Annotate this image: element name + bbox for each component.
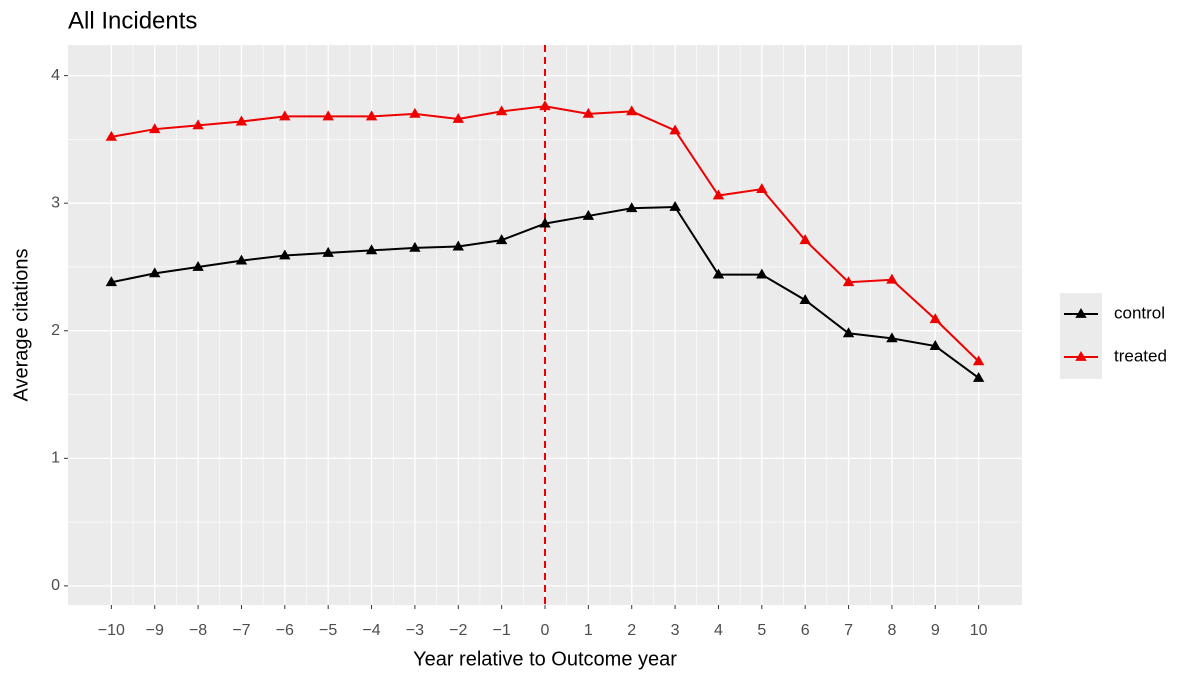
x-tick-label: −6 xyxy=(276,622,294,639)
x-tick-label: 0 xyxy=(541,622,550,639)
x-tick-label: −4 xyxy=(362,622,380,639)
y-tick-label: 4 xyxy=(51,67,60,84)
legend-marker xyxy=(1075,351,1087,361)
point xyxy=(972,355,985,366)
point xyxy=(235,115,248,126)
point xyxy=(452,240,464,251)
point xyxy=(669,201,681,211)
x-tick-label: −9 xyxy=(146,622,164,639)
x-tick-label: 10 xyxy=(970,622,988,639)
point xyxy=(972,371,985,382)
point xyxy=(669,124,681,135)
legend-marker xyxy=(1075,308,1087,318)
x-tick-label: 4 xyxy=(714,622,723,639)
chart-title: All Incidents xyxy=(68,7,197,34)
point xyxy=(539,100,551,111)
x-tick-label: −3 xyxy=(406,622,424,639)
x-tick-label: 3 xyxy=(671,622,680,639)
legend-label: treated xyxy=(1114,346,1167,365)
point xyxy=(149,267,161,278)
x-tick-label: −10 xyxy=(98,622,125,639)
point xyxy=(149,123,161,134)
point xyxy=(842,276,855,287)
point xyxy=(279,249,291,260)
point xyxy=(365,244,378,255)
x-tick-label: 7 xyxy=(844,622,853,639)
y-tick-label: 2 xyxy=(51,322,60,339)
legend-key-background xyxy=(1060,293,1102,379)
x-tick-label: 8 xyxy=(887,622,896,639)
x-tick-label: −2 xyxy=(449,622,467,639)
point xyxy=(235,254,248,265)
point xyxy=(756,268,768,279)
point xyxy=(842,327,855,338)
point xyxy=(582,209,595,220)
y-axis-title: Average citations xyxy=(10,248,32,401)
point xyxy=(105,276,118,287)
point xyxy=(799,234,811,245)
point xyxy=(929,313,941,324)
x-tick-label: 6 xyxy=(801,622,810,639)
x-tick-label: 9 xyxy=(931,622,940,639)
legend-label: control xyxy=(1114,303,1165,322)
point xyxy=(365,110,378,121)
x-tick-label: −8 xyxy=(189,622,207,639)
x-tick-label: −5 xyxy=(319,622,337,639)
point xyxy=(712,268,725,279)
point xyxy=(409,241,421,252)
point xyxy=(322,110,334,121)
x-tick-label: −1 xyxy=(493,622,511,639)
point xyxy=(539,217,551,228)
x-tick-label: 5 xyxy=(757,622,766,639)
point xyxy=(756,183,768,194)
x-axis-title: Year relative to Outcome year xyxy=(413,648,677,670)
point xyxy=(886,332,898,343)
point xyxy=(495,234,508,245)
x-tick-label: −7 xyxy=(232,622,250,639)
x-tick-label: 1 xyxy=(584,622,593,639)
point xyxy=(799,294,811,305)
point xyxy=(105,130,118,141)
point xyxy=(322,246,334,257)
point xyxy=(582,107,595,118)
point xyxy=(626,105,638,116)
x-tick-label: 2 xyxy=(627,622,636,639)
y-tick-label: 0 xyxy=(51,577,60,594)
y-tick-label: 1 xyxy=(51,450,60,467)
point xyxy=(279,110,291,121)
point xyxy=(409,107,421,118)
y-tick-label: 3 xyxy=(51,194,60,211)
point xyxy=(886,273,898,284)
point xyxy=(452,112,464,123)
point xyxy=(626,202,638,213)
point xyxy=(712,189,725,200)
point xyxy=(192,260,204,271)
point xyxy=(929,340,941,350)
point xyxy=(192,119,204,130)
point xyxy=(495,105,508,116)
